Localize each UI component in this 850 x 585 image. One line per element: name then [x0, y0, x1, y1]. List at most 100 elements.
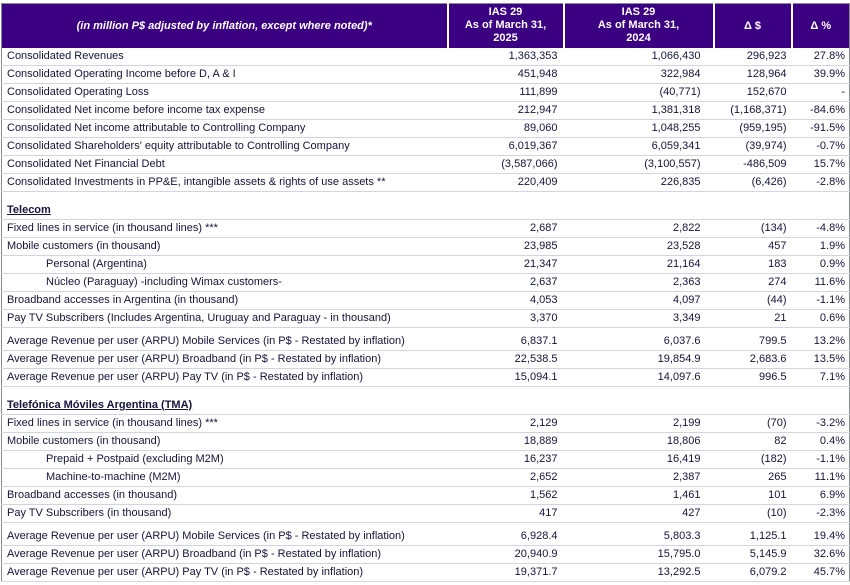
value-2025: 6,837.1: [447, 332, 564, 351]
value-2025: 6,928.4: [447, 527, 564, 546]
delta-value: 457: [713, 237, 792, 256]
delta-pct: -: [791, 83, 850, 102]
delta-pct: 32.6%: [791, 545, 850, 564]
table-row: Broadband accesses in Argentina (in thou…: [1, 291, 850, 310]
delta-pct: 27.8%: [791, 47, 850, 66]
delta-value: (39,974): [713, 137, 792, 156]
delta-value: (1,168,371): [713, 101, 792, 120]
table-body: Consolidated Revenues 1,363,353 1,066,430 2…: [1, 47, 850, 582]
value-2025: 220,409: [447, 173, 564, 192]
delta-pct: 0.4%: [791, 432, 850, 451]
delta-value: 265: [713, 468, 792, 487]
table-row: Mobile customers (in thousand) 18,889 18,8…: [1, 432, 850, 451]
table-row: Average Revenue per user (ARPU) Pay TV (…: [1, 368, 850, 387]
table-row: Fixed lines in service (in thousand line…: [1, 414, 850, 433]
section-title-cell: Telefónica Móviles Argentina (TMA): [1, 396, 850, 415]
delta-pct: 13.2%: [791, 332, 850, 351]
value-2024: 18,806: [563, 432, 714, 451]
spacer-row: [2, 387, 850, 397]
delta-value: 82: [713, 432, 792, 451]
value-2025: 23,985: [447, 237, 564, 256]
value-2025: 2,129: [447, 414, 564, 433]
row-label: Consolidated Revenues: [1, 47, 448, 66]
delta-pct: -4.8%: [791, 219, 850, 238]
table-header: (in million P$ adjusted by inflation, ex…: [1, 3, 850, 48]
value-2025: 22,538.5: [447, 350, 564, 369]
value-2024: 427: [563, 504, 714, 523]
delta-value: 183: [713, 255, 792, 274]
table-row: Average Revenue per user (ARPU) Pay TV (…: [1, 563, 850, 582]
delta-pct: -0.7%: [791, 137, 850, 156]
row-label: Personal (Argentina): [1, 255, 448, 274]
value-2025: 2,652: [447, 468, 564, 487]
value-2025: 15,094.1: [447, 368, 564, 387]
row-label: Consolidated Operating Loss: [1, 83, 448, 102]
table-row: Consolidated Net income before income ta…: [1, 101, 850, 120]
table-row: Núcleo (Paraguay) -including Wimax custo…: [1, 273, 850, 292]
value-2024: 322,984: [563, 65, 714, 84]
table-row: Mobile customers (in thousand) 23,985 23,5…: [1, 237, 850, 256]
delta-pct: -84.6%: [791, 101, 850, 120]
value-2024: 6,037.6: [563, 332, 714, 351]
spacer-cell: [2, 387, 850, 397]
delta-value: 1,125.1: [713, 527, 792, 546]
delta-value: 5,145.9: [713, 545, 792, 564]
row-label: Fixed lines in service (in thousand line…: [1, 219, 448, 238]
delta-value: (70): [713, 414, 792, 433]
delta-pct: 19.4%: [791, 527, 850, 546]
delta-value: 128,964: [713, 65, 792, 84]
value-2025: 417: [447, 504, 564, 523]
table-row: Pay TV Subscribers (in thousand) 417 427 (1…: [1, 504, 850, 523]
section-row: Telecom: [1, 201, 850, 220]
value-2024: 6,059,341: [563, 137, 714, 156]
delta-pct: -2.8%: [791, 173, 850, 192]
delta-value: 799.5: [713, 332, 792, 351]
row-label: Consolidated Net Financial Debt: [1, 155, 448, 174]
value-2024: 16,419: [563, 450, 714, 469]
table-row: Average Revenue per user (ARPU) Broadban…: [1, 350, 850, 369]
delta-value: 296,923: [713, 47, 792, 66]
delta-value: 996.5: [713, 368, 792, 387]
value-2025: 16,237: [447, 450, 564, 469]
value-2024: 19,854.9: [563, 350, 714, 369]
table-row: Personal (Argentina) 21,347 21,164 183 0.9%: [1, 255, 850, 274]
table-row: Consolidated Shareholders' equity attrib…: [1, 137, 850, 156]
header-2025-year: 2025: [493, 32, 518, 45]
row-label: Average Revenue per user (ARPU) Mobile S…: [1, 332, 448, 351]
table-row: Broadband accesses (in thousand) 1,562 1,4…: [1, 486, 850, 505]
value-2025: 212,947: [447, 101, 564, 120]
value-2025: (3,587,066): [447, 155, 564, 174]
row-label: Machine-to-machine (M2M): [1, 468, 448, 487]
row-label: Prepaid + Postpaid (excluding M2M): [1, 450, 448, 469]
value-2025: 20,940.9: [447, 545, 564, 564]
row-label: Average Revenue per user (ARPU) Broadban…: [1, 350, 448, 369]
table-row: Consolidated Investments in PP&E, intang…: [1, 173, 850, 192]
delta-value: (182): [713, 450, 792, 469]
table-row: Average Revenue per user (ARPU) Broadban…: [1, 545, 850, 564]
delta-pct: 45.7%: [791, 563, 850, 582]
table-row: Fixed lines in service (in thousand line…: [1, 219, 850, 238]
value-2025: 1,363,353: [447, 47, 564, 66]
row-label: Pay TV Subscribers (Includes Argentina, …: [1, 309, 448, 328]
value-2025: 3,370: [447, 309, 564, 328]
value-2024: (40,771): [563, 83, 714, 102]
header-2024-standard: IAS 29: [621, 6, 656, 19]
header-column-2024: IAS 29 As of March 31, 2024: [562, 3, 714, 48]
value-2024: 4,097: [563, 291, 714, 310]
financial-summary-table: (in million P$ adjusted by inflation, ex…: [1, 3, 850, 582]
row-label: Consolidated Shareholders' equity attrib…: [1, 137, 448, 156]
delta-pct: -1.1%: [791, 291, 850, 310]
delta-value: 6,079.2: [713, 563, 792, 582]
header-2024-year: 2024: [626, 32, 651, 45]
value-2024: 3,349: [563, 309, 714, 328]
value-2024: 1,381,318: [563, 101, 714, 120]
value-2024: 1,048,255: [563, 119, 714, 138]
table-row: Prepaid + Postpaid (excluding M2M) 16,237…: [1, 450, 850, 469]
value-2025: 1,562: [447, 486, 564, 505]
delta-value: 101: [713, 486, 792, 505]
value-2025: 18,889: [447, 432, 564, 451]
header-row: (in million P$ adjusted by inflation, ex…: [1, 3, 850, 48]
delta-pct: -1.1%: [791, 450, 850, 469]
delta-pct: -2.3%: [791, 504, 850, 523]
